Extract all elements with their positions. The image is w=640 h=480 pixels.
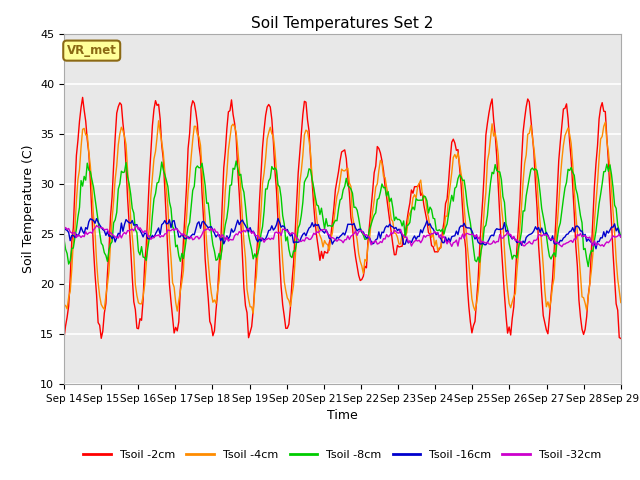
Tsoil -32cm <box>589 243 596 249</box>
Line: Tsoil -32cm: Tsoil -32cm <box>64 226 621 247</box>
Line: Tsoil -8cm: Tsoil -8cm <box>64 161 621 266</box>
Y-axis label: Soil Temperature (C): Soil Temperature (C) <box>22 144 35 273</box>
Tsoil -2cm <box>79 95 86 100</box>
Tsoil -2cm <box>255 199 263 205</box>
Tsoil -2cm <box>130 299 138 305</box>
Tsoil -4cm <box>250 311 257 316</box>
Tsoil -4cm <box>155 118 163 124</box>
Legend: Tsoil -2cm, Tsoil -4cm, Tsoil -8cm, Tsoil -16cm, Tsoil -32cm: Tsoil -2cm, Tsoil -4cm, Tsoil -8cm, Tsoi… <box>79 445 606 465</box>
Tsoil -8cm <box>305 166 313 172</box>
Line: Tsoil -2cm: Tsoil -2cm <box>64 97 621 338</box>
Tsoil -4cm <box>228 123 236 129</box>
Tsoil -4cm <box>617 300 625 305</box>
Tsoil -16cm <box>274 216 282 221</box>
Title: Soil Temperatures Set 2: Soil Temperatures Set 2 <box>252 16 433 31</box>
Tsoil -2cm <box>246 329 254 335</box>
Tsoil -8cm <box>232 158 240 164</box>
Tsoil -32cm <box>558 244 566 250</box>
Tsoil -8cm <box>226 182 234 188</box>
Tsoil -8cm <box>129 205 136 211</box>
Tsoil -32cm <box>617 234 625 240</box>
Text: VR_met: VR_met <box>67 44 116 57</box>
Tsoil -32cm <box>305 237 313 242</box>
Tsoil -32cm <box>60 227 68 232</box>
Tsoil -8cm <box>589 249 596 254</box>
Tsoil -16cm <box>305 225 313 231</box>
Tsoil -32cm <box>228 237 236 243</box>
Tsoil -32cm <box>255 235 263 241</box>
Tsoil -32cm <box>93 223 100 228</box>
Line: Tsoil -4cm: Tsoil -4cm <box>64 121 621 313</box>
Tsoil -16cm <box>226 233 234 239</box>
Tsoil -2cm <box>228 97 236 103</box>
X-axis label: Time: Time <box>327 409 358 422</box>
Tsoil -8cm <box>246 240 254 246</box>
Tsoil -2cm <box>588 249 595 254</box>
Tsoil -16cm <box>592 246 600 252</box>
Tsoil -16cm <box>588 240 595 245</box>
Tsoil -4cm <box>307 151 314 156</box>
Line: Tsoil -16cm: Tsoil -16cm <box>64 218 621 249</box>
Tsoil -2cm <box>60 336 68 341</box>
Tsoil -4cm <box>60 302 68 308</box>
Tsoil -16cm <box>254 239 262 245</box>
Tsoil -2cm <box>617 336 625 341</box>
Tsoil -8cm <box>584 264 592 269</box>
Tsoil -4cm <box>589 251 596 257</box>
Tsoil -16cm <box>244 229 252 235</box>
Tsoil -16cm <box>60 224 68 229</box>
Tsoil -2cm <box>305 128 313 134</box>
Tsoil -16cm <box>617 234 625 240</box>
Tsoil -32cm <box>246 228 254 233</box>
Tsoil -32cm <box>130 228 138 234</box>
Tsoil -4cm <box>246 304 254 310</box>
Tsoil -8cm <box>60 236 68 242</box>
Tsoil -8cm <box>617 234 625 240</box>
Tsoil -4cm <box>257 209 265 215</box>
Tsoil -8cm <box>255 244 263 250</box>
Tsoil -16cm <box>129 217 136 223</box>
Tsoil -4cm <box>129 233 136 239</box>
